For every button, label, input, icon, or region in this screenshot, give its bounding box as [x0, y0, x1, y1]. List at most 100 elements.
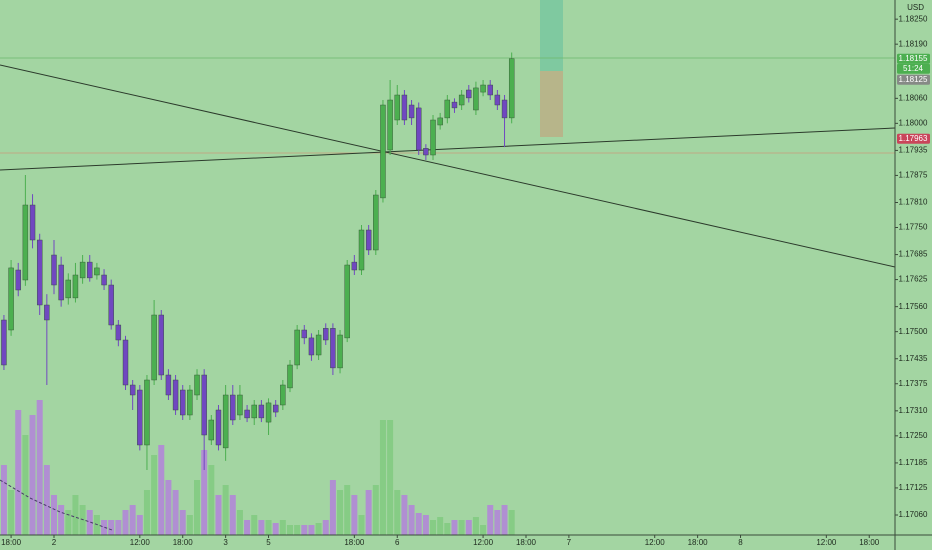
y-tick-label: 1.18060 [899, 93, 928, 102]
volume-bar [65, 510, 72, 535]
candle-body [215, 409, 222, 446]
x-tick-label: 8 [738, 538, 743, 547]
volume-bar [487, 505, 494, 535]
candle-body [373, 194, 379, 251]
volume-bar [122, 510, 129, 535]
x-tick-label: 7 [567, 538, 572, 547]
candle-body [358, 229, 365, 271]
y-tick-label: 1.17560 [899, 302, 928, 311]
volume-bar [387, 420, 394, 535]
candle-body [394, 94, 400, 121]
y-tick-label: 1.17185 [899, 458, 928, 467]
y-tick-label: 1.18000 [899, 118, 928, 127]
x-tick-label: 2 [52, 538, 57, 547]
candle-body [172, 379, 179, 411]
last-price-label-box [897, 53, 930, 64]
candle-body [387, 99, 393, 151]
candle-body [272, 404, 279, 413]
candle-body [108, 284, 114, 326]
candle-body [408, 104, 415, 119]
marker-price-label: 1.18125 [899, 75, 928, 84]
candle-body [423, 148, 429, 156]
x-tick-label: 12:00 [473, 538, 494, 547]
candle-body [265, 402, 272, 423]
volume-bar [265, 520, 272, 535]
candle-body [8, 267, 14, 331]
candle-body [280, 384, 286, 406]
y-tick-label: 1.17310 [899, 406, 928, 415]
candle-body [237, 394, 243, 416]
candle-body [51, 254, 57, 286]
candle-body [458, 94, 465, 106]
candle-body [137, 389, 143, 446]
candle-body [208, 419, 215, 441]
last-price-label: 1.18155 [899, 54, 928, 63]
x-tick-label: 5 [266, 538, 271, 547]
volume-average [0, 479, 113, 531]
volume-bar [158, 445, 165, 535]
candle-body [494, 94, 501, 106]
candle-body [437, 117, 443, 126]
alert-price-label-box [897, 133, 930, 144]
candle-body [294, 329, 300, 366]
volume-bar [0, 465, 7, 535]
volume-bar [43, 465, 50, 535]
currency-label: USD [907, 3, 924, 12]
candle-body [380, 104, 386, 199]
candle-body [230, 394, 236, 421]
candle-body [258, 404, 265, 419]
candle-body [222, 394, 229, 449]
candle-body [115, 324, 122, 341]
candle-body [301, 329, 307, 339]
volume-bar [465, 520, 472, 535]
volume-bar [208, 465, 215, 535]
volume-bar [172, 490, 179, 535]
candle-body [487, 84, 493, 96]
volume-bar [8, 490, 15, 535]
y-tick-label: 1.17810 [899, 198, 928, 207]
candle-body [416, 107, 422, 151]
target-zone [540, 0, 563, 71]
volume-layer [0, 400, 515, 535]
candle-body [501, 99, 508, 119]
x-tick-label: 18:00 [859, 538, 880, 547]
volume-bar [365, 490, 372, 535]
volume-bar [301, 525, 308, 535]
candle-body [430, 119, 436, 156]
candle-body [94, 267, 100, 276]
x-tick-label: 18:00 [688, 538, 709, 547]
volume-bar [351, 495, 358, 535]
candle-body [79, 261, 86, 279]
y-tick-label: 1.17435 [899, 354, 928, 363]
candle-body [44, 304, 50, 321]
candle-body [323, 328, 329, 341]
candle-body [129, 384, 136, 396]
volume-bar [58, 505, 65, 535]
candle-body [244, 409, 250, 419]
x-tick-label: 18:00 [516, 538, 537, 547]
volume-bar [272, 523, 279, 535]
candle-body [330, 328, 336, 369]
volume-bar [358, 515, 365, 535]
volume-bar [401, 495, 408, 535]
trend-line [0, 64, 896, 268]
candle-body [72, 274, 79, 299]
volume-bar [143, 490, 150, 535]
candle-body [122, 339, 129, 386]
volume-bar [451, 520, 458, 535]
x-tick-label: 3 [223, 538, 228, 547]
volume-bar [494, 510, 501, 535]
candle-body [365, 229, 372, 251]
candle-layer [1, 52, 515, 470]
volume-bar [151, 455, 158, 535]
candle-body [180, 389, 186, 416]
volume-bar [86, 510, 93, 535]
countdown-label-box [897, 63, 930, 74]
candle-body [473, 87, 479, 111]
candle-body [22, 204, 29, 281]
volume-bar [186, 515, 193, 535]
candle-body [15, 269, 21, 291]
volume-bar [108, 520, 115, 535]
x-tick-label: 6 [395, 538, 400, 547]
volume-bar [36, 400, 43, 535]
